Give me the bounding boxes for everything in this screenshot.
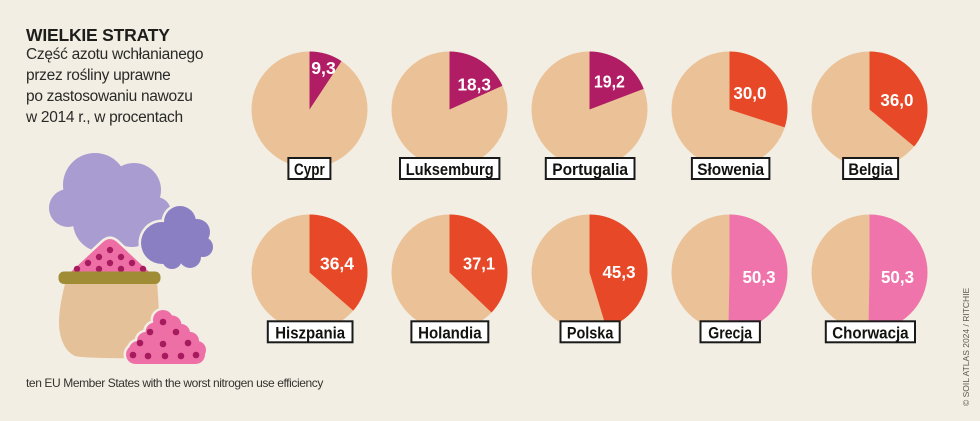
svg-text:Chorwacja: Chorwacja (832, 324, 909, 342)
svg-text:37,1: 37,1 (463, 254, 495, 274)
svg-text:36,0: 36,0 (880, 90, 913, 110)
svg-text:45,3: 45,3 (603, 262, 636, 282)
svg-text:Holandia: Holandia (418, 324, 482, 342)
svg-text:Hiszpania: Hiszpania (275, 324, 346, 342)
svg-text:36,4: 36,4 (320, 254, 354, 274)
svg-text:Portugalia: Portugalia (552, 161, 629, 179)
svg-text:Polska: Polska (567, 324, 614, 342)
svg-text:Luksemburg: Luksemburg (406, 161, 494, 179)
svg-text:Cypr: Cypr (294, 161, 325, 179)
svg-text:Grecja: Grecja (708, 324, 753, 342)
svg-text:9,3: 9,3 (311, 58, 336, 78)
svg-text:Słowenia: Słowenia (697, 161, 765, 179)
svg-text:30,0: 30,0 (733, 83, 766, 103)
svg-text:50,3: 50,3 (881, 267, 914, 287)
svg-text:Belgia: Belgia (848, 161, 893, 179)
svg-text:19,2: 19,2 (594, 72, 625, 92)
svg-text:50,3: 50,3 (743, 267, 776, 287)
svg-text:18,3: 18,3 (457, 75, 491, 95)
